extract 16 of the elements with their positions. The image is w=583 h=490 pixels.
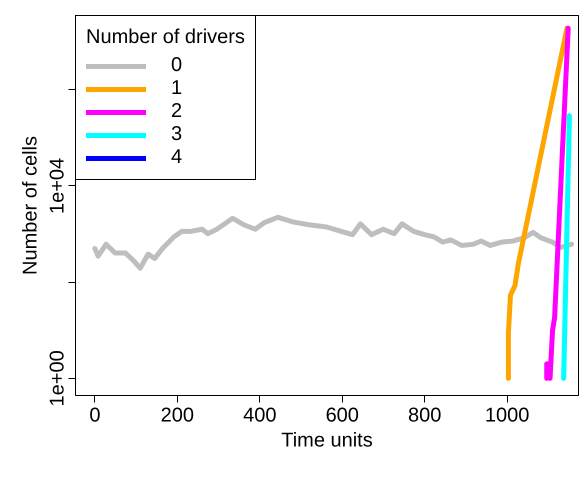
y-tick-label: 1e+00 (46, 350, 68, 406)
legend-title: Number of drivers (86, 26, 245, 49)
legend-label: 3 (171, 123, 184, 146)
legend-label: 0 (171, 54, 184, 77)
x-tick-label: 0 (89, 404, 100, 426)
legend-label: 4 (171, 146, 184, 169)
x-tick-label: 600 (326, 404, 359, 426)
legend-label: 2 (171, 100, 184, 123)
x-tick-label: 800 (408, 404, 442, 426)
y-tick-label: 1e+04 (46, 158, 68, 214)
y-axis-title: Number of cells (20, 136, 42, 275)
x-tick-label: 400 (243, 404, 276, 426)
legend-label: 1 (171, 77, 184, 100)
x-axis-title: Time units (281, 430, 373, 452)
x-tick-label: 200 (160, 404, 194, 426)
x-tick-label: 1000 (484, 404, 530, 426)
